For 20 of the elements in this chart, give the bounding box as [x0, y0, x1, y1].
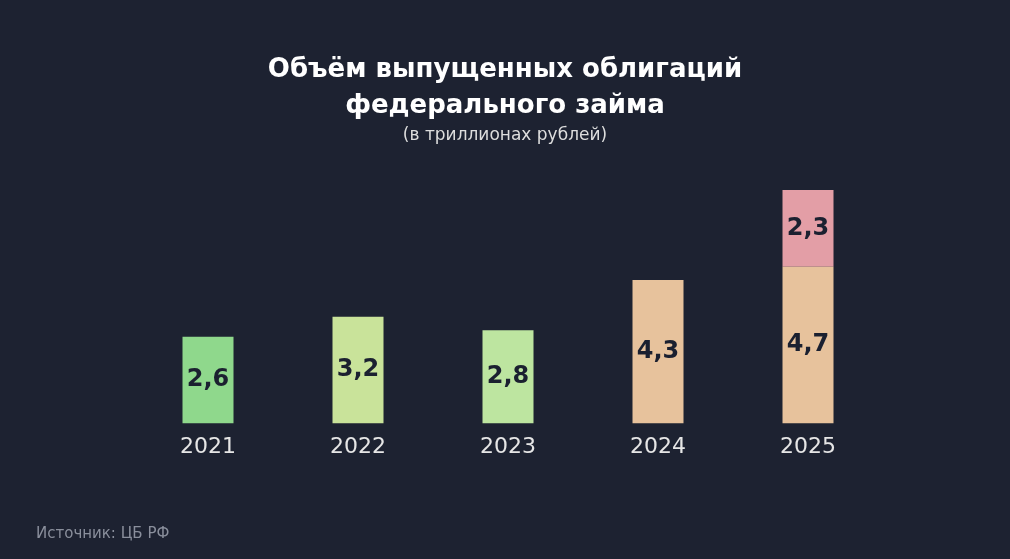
- bar: [482, 330, 534, 424]
- bar: [182, 336, 234, 424]
- data-label: 2,6: [186, 364, 230, 393]
- data-label: 3,2: [336, 354, 380, 383]
- bar: [632, 280, 684, 424]
- bar: [782, 190, 834, 267]
- x-tick-label: 2021: [180, 432, 236, 458]
- x-tick-label: 2023: [480, 432, 536, 458]
- bar: [332, 316, 384, 424]
- data-label: 4,7: [786, 329, 830, 358]
- data-label: 2,3: [786, 212, 830, 241]
- data-label: 2,8: [486, 361, 530, 390]
- x-tick-label: 2025: [780, 432, 836, 458]
- chart-subtitle: (в триллионах рублей): [401, 124, 609, 144]
- chart-title: Объём выпущенных облигаций федерального займа: [266, 52, 744, 121]
- x-tick-label: 2022: [330, 432, 386, 458]
- text: Источник: ЦБ РФ: [36, 524, 170, 542]
- x-tick-label: 2024: [630, 432, 686, 458]
- bar: [782, 266, 834, 424]
- data-label: 4,3: [636, 336, 680, 365]
